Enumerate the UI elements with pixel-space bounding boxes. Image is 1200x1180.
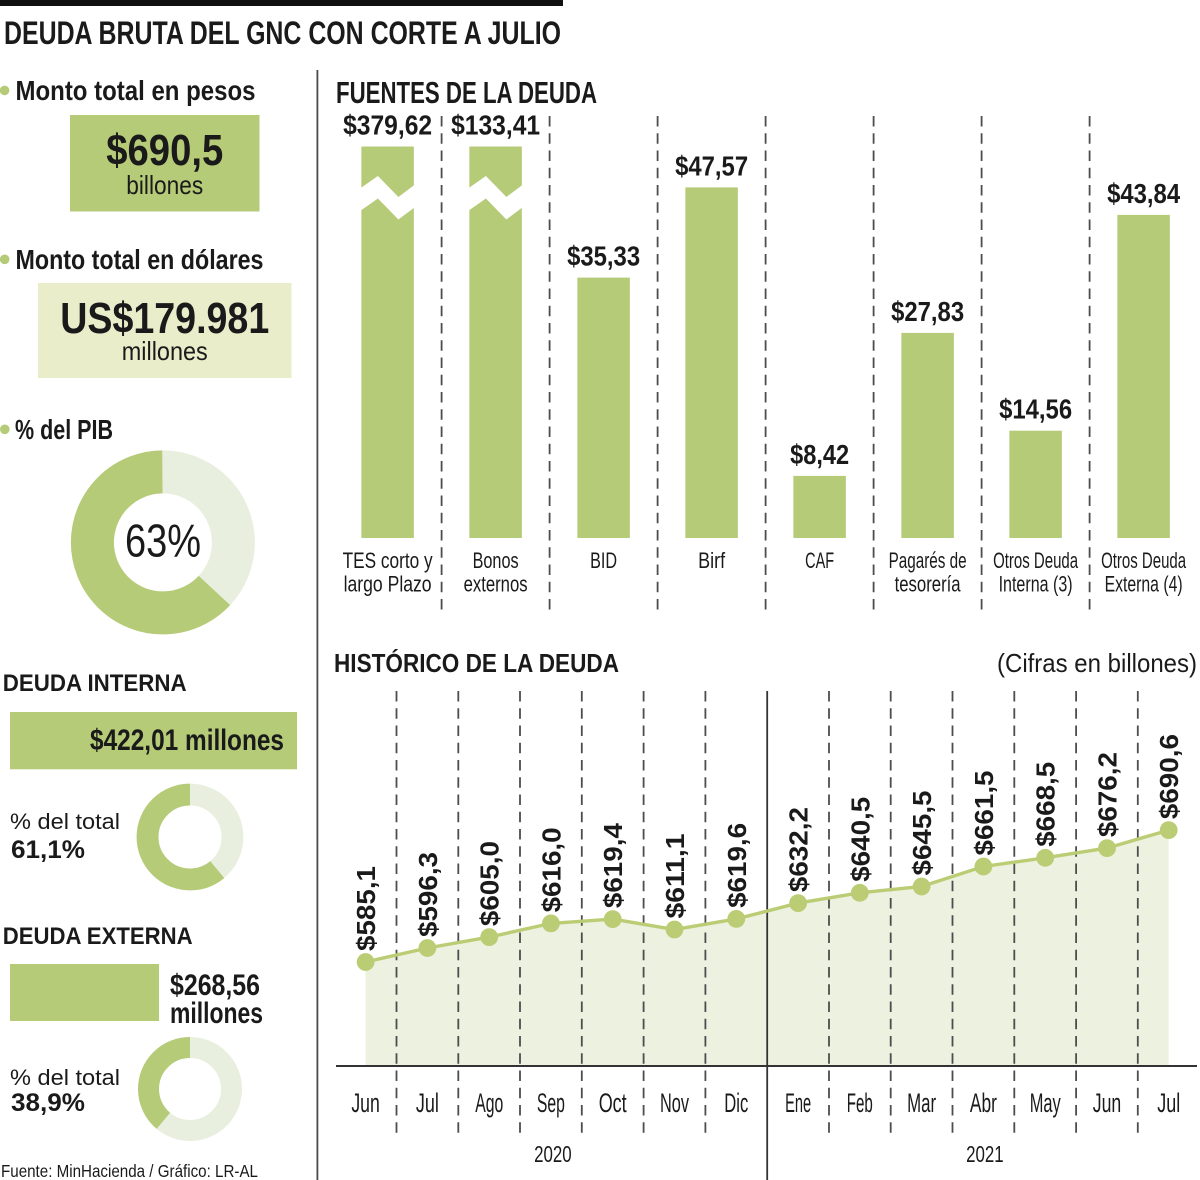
svg-text:$690,6: $690,6 [1156,734,1184,819]
svg-text:Feb: Feb [847,1088,873,1118]
svg-text:millones: millones [122,336,208,366]
svg-text:$676,2: $676,2 [1095,752,1123,837]
svg-text:Ago: Ago [475,1088,503,1118]
svg-text:$596,3: $596,3 [415,852,443,937]
svg-text:DEUDA INTERNA: DEUDA INTERNA [3,670,187,697]
svg-text:$661,5: $661,5 [971,771,999,856]
svg-text:externos: externos [464,572,528,597]
svg-text:Jul: Jul [416,1088,439,1118]
svg-text:Mar: Mar [907,1088,936,1118]
svg-text:Otros Deuda: Otros Deuda [1101,548,1187,573]
svg-text:DEUDA BRUTA DEL GNC CON CORTE: DEUDA BRUTA DEL GNC CON CORTE A JULIO [4,15,561,51]
svg-text:Externa (4): Externa (4) [1105,572,1183,597]
svg-text:US$179.981: US$179.981 [60,294,269,343]
svg-text:2020: 2020 [534,1141,572,1167]
svg-text:HISTÓRICO DE LA DEUDA: HISTÓRICO DE LA DEUDA [334,648,619,678]
svg-text:$640,5: $640,5 [847,797,875,882]
svg-text:$605,0: $605,0 [477,841,505,926]
svg-text:$268,56: $268,56 [170,969,260,1002]
svg-text:Monto total en dólares: Monto total en dólares [16,244,264,275]
svg-text:Jun: Jun [351,1088,380,1118]
svg-text:Jun: Jun [1093,1088,1122,1118]
svg-text:$619,4: $619,4 [600,822,628,908]
svg-text:Bonos: Bonos [473,548,519,573]
svg-text:Sep: Sep [537,1088,565,1118]
svg-text:$43,84: $43,84 [1107,178,1180,209]
svg-text:Nov: Nov [660,1088,689,1118]
svg-text:$27,83: $27,83 [891,296,964,327]
svg-text:Oct: Oct [599,1088,627,1118]
svg-text:Otros Deuda: Otros Deuda [993,548,1079,573]
svg-text:$616,0: $616,0 [538,827,566,912]
svg-text:$632,2: $632,2 [786,807,814,892]
svg-text:billones: billones [126,170,203,200]
svg-text:millones: millones [170,997,263,1030]
svg-text:Dic: Dic [724,1088,748,1118]
svg-text:$379,62: $379,62 [343,110,432,141]
svg-text:$8,42: $8,42 [790,439,849,470]
svg-text:$422,01 millones: $422,01 millones [90,724,284,757]
svg-text:% del total: % del total [10,1065,120,1090]
svg-text:Ene: Ene [785,1088,811,1118]
svg-text:Interna (3): Interna (3) [999,572,1073,597]
svg-text:DEUDA EXTERNA: DEUDA EXTERNA [3,923,193,950]
svg-text:Jul: Jul [1157,1088,1180,1118]
svg-text:$585,1: $585,1 [353,866,381,951]
svg-text:38,9%: 38,9% [11,1089,85,1117]
svg-text:Fuente: MinHacienda / Gráfico:: Fuente: MinHacienda / Gráfico: LR-AL [1,1161,258,1180]
svg-text:largo Plazo: largo Plazo [344,572,432,597]
svg-text:2021: 2021 [966,1141,1004,1167]
svg-text:CAF: CAF [805,548,834,573]
svg-text:BID: BID [590,548,617,573]
svg-text:$668,5: $668,5 [1033,762,1061,847]
svg-text:$47,57: $47,57 [675,150,748,181]
svg-text:tesorería: tesorería [895,572,962,597]
svg-text:$35,33: $35,33 [567,241,640,272]
svg-text:$611,1: $611,1 [662,834,690,919]
svg-text:$133,41: $133,41 [451,110,540,141]
svg-text:(Cifras en billones): (Cifras en billones) [997,648,1197,678]
svg-text:$619,6: $619,6 [724,823,752,908]
svg-text:% del PIB: % del PIB [15,414,113,445]
svg-text:$14,56: $14,56 [999,394,1072,425]
svg-text:May: May [1030,1088,1061,1118]
svg-text:Monto total en pesos: Monto total en pesos [16,75,256,106]
svg-text:Abr: Abr [970,1088,997,1118]
svg-text:TES corto y: TES corto y [343,548,433,573]
svg-text:$690,5: $690,5 [106,126,223,175]
svg-text:$645,5: $645,5 [909,791,937,876]
svg-text:61,1%: 61,1% [11,836,85,864]
svg-text:Birf: Birf [698,548,726,573]
svg-text:FUENTES DE LA DEUDA: FUENTES DE LA DEUDA [336,75,597,110]
svg-text:% del total: % del total [10,809,120,834]
svg-text:63%: 63% [125,515,201,567]
svg-text:Pagarés de: Pagarés de [889,548,967,573]
